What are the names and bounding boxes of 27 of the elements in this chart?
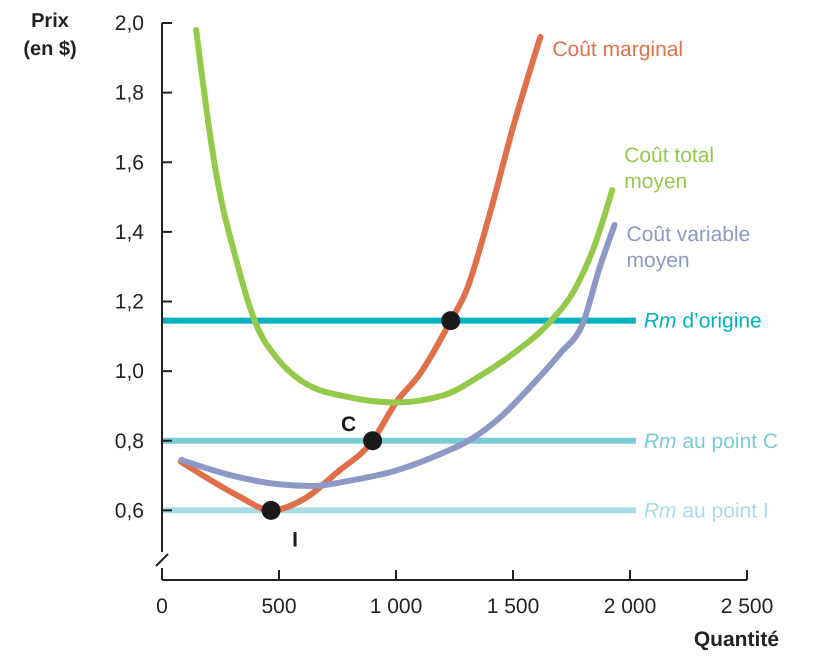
x-axis-title: Quantité	[694, 628, 779, 651]
x-tick-label: 500	[261, 595, 297, 618]
point	[262, 500, 281, 520]
y-tick-label: 0,6	[114, 499, 144, 522]
ref-line-label: Rm d’origine	[644, 310, 762, 333]
y-tick-label: 1,6	[114, 151, 144, 174]
ref-line-label: Rm au point C	[644, 430, 778, 453]
y-tick-label: 1,0	[114, 360, 144, 384]
series-label: Coût marginal	[552, 38, 684, 61]
series-label: Coût variable moyen	[626, 222, 750, 272]
x-tick-label: 1 500	[486, 595, 540, 618]
series-label: Coût total moyen	[624, 144, 714, 194]
x-tick-label: 0	[156, 595, 168, 618]
x-tick-label: 2 000	[604, 595, 656, 618]
x-tick-label: 2 500	[720, 595, 774, 618]
y-tick-label: 1,4	[114, 220, 144, 244]
y-tick-label: 1,2	[114, 290, 144, 314]
point	[363, 431, 382, 450]
point	[441, 311, 460, 330]
y-tick-label: 2,0	[114, 12, 144, 35]
annotation: C	[341, 412, 356, 436]
ref-line-label: Rm au point I	[644, 499, 769, 522]
annotation: I	[292, 528, 298, 552]
y-tick-label: 0,8	[114, 430, 144, 453]
y-tick-label: 1,8	[114, 82, 144, 105]
x-tick-label: 1 000	[370, 595, 422, 618]
y-axis-title: Prix (en $)	[23, 10, 77, 60]
